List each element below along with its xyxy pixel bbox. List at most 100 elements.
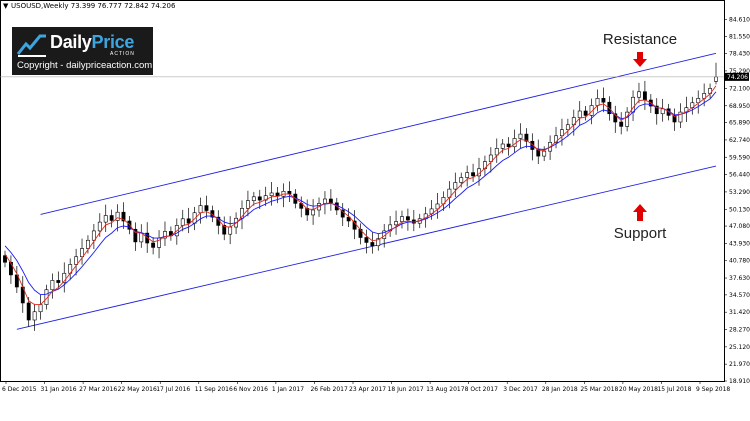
candle-bearish — [121, 211, 126, 222]
y-tick-label: 56.440 — [729, 172, 750, 179]
x-tick-label: 22 May 2016 — [118, 386, 157, 393]
x-tick-label: 15 Jul 2018 — [657, 386, 691, 393]
candle-bearish — [524, 133, 529, 142]
candle-bearish — [133, 228, 138, 243]
y-tick-label: 21.970 — [729, 361, 750, 368]
candle-bearish — [613, 113, 618, 123]
candle-bullish — [38, 304, 43, 313]
candle-bearish — [405, 216, 410, 221]
candle-bearish — [364, 237, 369, 243]
copyright-text: Copyright - dailypriceaction.com — [17, 60, 153, 71]
x-tick-label: 18 Jun 2017 — [388, 386, 424, 393]
candle-bullish — [269, 192, 274, 197]
current-price-label: 74.206 — [727, 74, 748, 81]
x-tick-label: 6 Nov 2016 — [233, 386, 268, 393]
logo-chart-icon — [16, 34, 46, 57]
logo-brand-accent: Price — [91, 32, 135, 52]
candle-bullish — [115, 211, 120, 221]
resistance-arrow-down-icon — [633, 52, 647, 67]
candle-bullish — [453, 182, 458, 190]
candle-bullish — [263, 195, 268, 201]
y-tick-label: 50.130 — [729, 206, 750, 213]
candle-bearish — [642, 91, 647, 101]
logo-brand-text: DailyPrice — [50, 32, 134, 53]
x-tick-label: 28 Jan 2018 — [542, 386, 578, 393]
y-tick-label: 81.550 — [729, 33, 750, 40]
candle-bearish — [109, 215, 114, 221]
candle-bullish — [660, 108, 665, 115]
axis-layer: 84.610 81.550 78.430 75.290 72.100 68.950 65.8… — [2, 17, 750, 393]
logo-brand-sub: ACTION — [110, 51, 135, 57]
y-tick-label: 47.080 — [729, 223, 750, 230]
x-tick-label: 8 Oct 2017 — [465, 386, 498, 393]
candle-bullish — [459, 177, 464, 183]
moving-average-series — [4, 85, 717, 306]
candle-bearish — [127, 220, 132, 230]
candle-bullish — [97, 221, 102, 232]
candle-bullish — [400, 216, 404, 222]
y-tick-label: 25.120 — [729, 344, 750, 351]
candle-bullish — [637, 91, 641, 98]
x-tick-label: 26 Feb 2017 — [310, 386, 348, 393]
y-tick-label: 84.610 — [729, 17, 750, 24]
y-tick-label: 53.290 — [729, 189, 750, 196]
candle-bullish — [376, 238, 381, 247]
candle-bullish — [500, 143, 505, 149]
candle-bullish — [394, 221, 398, 226]
y-tick-label: 68.950 — [729, 103, 750, 110]
candle-bearish — [8, 261, 13, 276]
candle-bearish — [204, 205, 209, 211]
candle-bullish — [198, 205, 203, 214]
candle-bearish — [14, 274, 19, 288]
x-tick-label: 20 May 2018 — [619, 386, 658, 393]
candle-bearish — [346, 216, 351, 222]
x-tick-label: 9 Sep 2018 — [696, 386, 730, 393]
candle-bearish — [287, 191, 292, 195]
candle-bearish — [619, 121, 624, 127]
y-tick-label: 75.290 — [729, 68, 750, 75]
candle-bearish — [222, 225, 227, 235]
candle-bullish — [251, 196, 256, 201]
plot-frame — [0, 0, 725, 382]
x-tick-label: 23 Apr 2017 — [349, 386, 386, 393]
candle-bearish — [370, 242, 375, 247]
candle-bearish — [340, 209, 345, 218]
menu-dropdown-icon[interactable]: ▼ — [3, 2, 9, 10]
x-tick-label: 25 Mar 2018 — [580, 386, 618, 393]
y-tick-label: 31.420 — [729, 309, 750, 316]
candle-bearish — [471, 172, 476, 177]
resistance-label: Resistance — [603, 31, 677, 48]
candle-bullish — [311, 209, 316, 216]
ema-slow-line — [4, 91, 717, 296]
logo-brand-main: Daily — [50, 32, 92, 52]
x-tick-label: 31 Jan 2016 — [41, 386, 77, 393]
current-price-box — [725, 72, 749, 81]
candle-bullish — [228, 226, 233, 235]
candle-bearish — [601, 98, 606, 103]
candle-bullish — [577, 110, 582, 118]
current-price-marker: 74.206 — [0, 72, 749, 81]
candle-bullish — [245, 200, 250, 209]
x-tick-label: 1 Jan 2017 — [272, 386, 304, 393]
candle-bearish — [3, 255, 7, 263]
y-tick-label: 72.100 — [729, 85, 750, 92]
candle-bullish — [62, 272, 67, 283]
x-tick-label: 3 Dec 2017 — [503, 386, 538, 393]
y-tick-label: 43.930 — [729, 240, 750, 247]
candle-bearish — [654, 105, 659, 115]
y-tick-label: 59.590 — [729, 154, 750, 161]
ema-fast-line — [4, 85, 717, 306]
candle-bullish — [74, 256, 79, 265]
y-tick-label: 78.430 — [729, 51, 750, 58]
candle-bearish — [328, 198, 333, 204]
candle-bullish — [180, 218, 185, 226]
candle-bearish — [186, 218, 191, 224]
upper-resistance-line — [40, 52, 717, 215]
candle-bullish — [91, 230, 96, 241]
candle-bullish — [565, 124, 570, 131]
y-tick-label: 18.910 — [729, 378, 750, 385]
y-tick-label: 34.570 — [729, 292, 750, 299]
candle-bullish — [542, 150, 547, 157]
candle-bullish — [494, 148, 499, 156]
y-tick-label: 40.780 — [729, 258, 750, 265]
